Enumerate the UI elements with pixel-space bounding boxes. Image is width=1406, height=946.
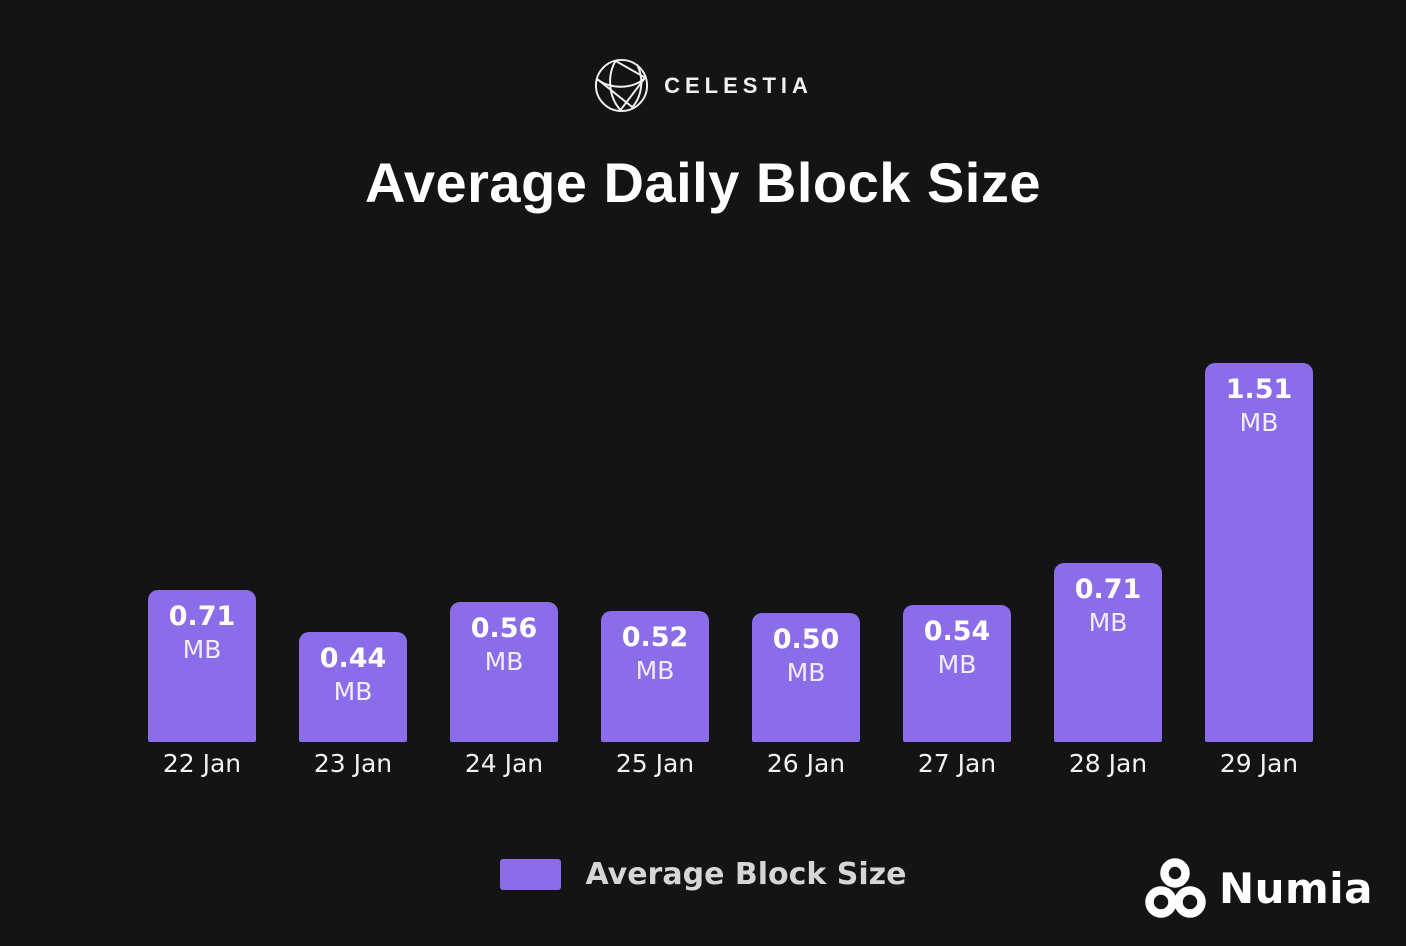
bar-value-label: 0.71 — [1074, 574, 1142, 605]
bar-value-label: 0.71 — [168, 601, 236, 632]
bar-value-label: 1.51 — [1225, 374, 1293, 405]
numia-rings-logo-icon — [1145, 858, 1206, 918]
bar-22-jan: 0.71 MB — [148, 590, 256, 742]
bar-column: 0.52 MB 25 Jan — [601, 611, 709, 779]
celestia-brand-row: CELESTIA — [0, 57, 1406, 114]
bar-28-jan: 0.71 MB — [1054, 563, 1162, 742]
bar-unit-label: MB — [937, 649, 977, 679]
bar-27-jan: 0.54 MB — [903, 605, 1011, 742]
bar-column: 0.54 MB 27 Jan — [903, 605, 1011, 779]
bar-unit-label: MB — [635, 655, 675, 685]
bar-unit-label: MB — [182, 634, 222, 664]
x-axis-label: 24 Jan — [464, 749, 544, 778]
bar-column: 0.44 MB 23 Jan — [299, 632, 407, 779]
legend-label: Average Block Size — [585, 857, 907, 892]
x-axis-label: 23 Jan — [313, 749, 393, 778]
bar-value-label: 0.50 — [772, 624, 840, 655]
bar-25-jan: 0.52 MB — [601, 611, 709, 742]
x-axis-label: 27 Jan — [917, 749, 997, 778]
bar-29-jan: 1.51 MB — [1205, 363, 1313, 742]
numia-brand-row: Numia — [1144, 853, 1373, 923]
legend-swatch — [499, 859, 561, 890]
bar-value-label: 0.54 — [923, 616, 991, 647]
bar-value-label: 0.52 — [621, 622, 689, 653]
bar-column: 1.51 MB 29 Jan — [1205, 363, 1313, 779]
x-axis-label: 22 Jan — [162, 749, 242, 778]
bar-unit-label: MB — [1088, 607, 1128, 637]
bar-unit-label: MB — [333, 676, 373, 706]
chart-title: Average Daily Block Size — [364, 151, 1041, 214]
x-axis-label: 25 Jan — [615, 749, 695, 778]
bar-24-jan: 0.56 MB — [450, 602, 558, 742]
numia-wordmark: Numia — [1218, 863, 1373, 913]
bar-chart: 0.71 MB 22 Jan 0.44 MB 23 Jan 0.56 MB 24… — [148, 363, 1313, 779]
bar-unit-label: MB — [786, 657, 826, 687]
bar-column: 0.71 MB 22 Jan — [148, 590, 256, 779]
bar-value-label: 0.44 — [319, 643, 387, 674]
celestia-wordmark: CELESTIA — [664, 72, 813, 98]
x-axis-label: 28 Jan — [1068, 749, 1148, 778]
bar-unit-label: MB — [1239, 407, 1279, 437]
bar-column: 0.56 MB 24 Jan — [450, 602, 558, 779]
bar-23-jan: 0.44 MB — [299, 632, 407, 742]
x-axis-label: 29 Jan — [1219, 749, 1299, 778]
chart-legend: Average Block Size — [0, 857, 1406, 892]
bar-column: 0.50 MB 26 Jan — [752, 613, 860, 779]
bar-value-label: 0.56 — [470, 613, 538, 644]
bar-unit-label: MB — [484, 646, 524, 676]
bar-26-jan: 0.50 MB — [752, 613, 860, 742]
bar-column: 0.71 MB 28 Jan — [1054, 563, 1162, 779]
x-axis-label: 26 Jan — [766, 749, 846, 778]
celestia-sphere-logo-icon — [595, 58, 649, 113]
